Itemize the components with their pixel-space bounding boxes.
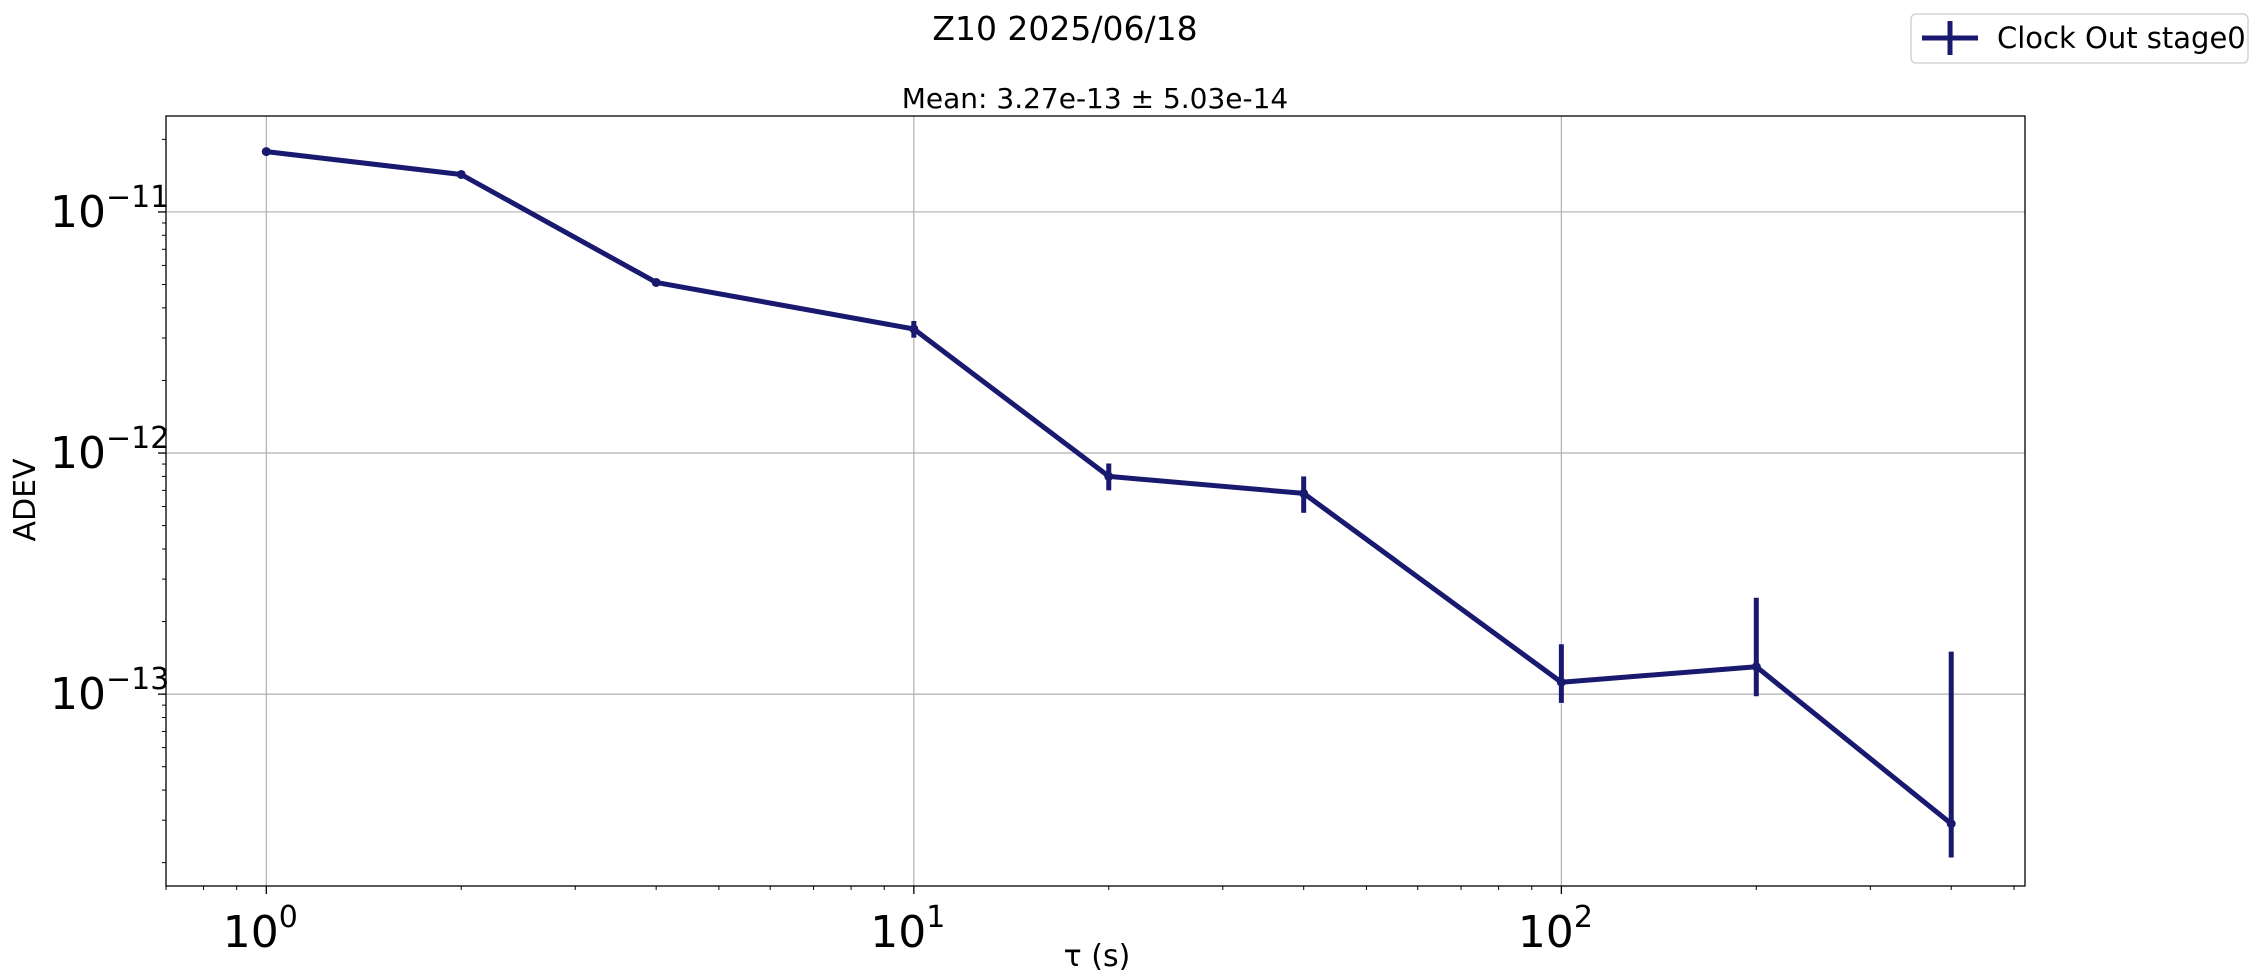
legend-label: Clock Out stage0: [1997, 21, 2246, 55]
legend-box: [1910, 13, 2249, 64]
x-tick-label: 101: [870, 900, 945, 958]
major-ticks: [158, 211, 1563, 894]
x-tick-label: 102: [1518, 900, 1593, 958]
y-axis-label: ADEV: [8, 458, 43, 542]
x-tick-label: 100: [223, 900, 298, 958]
legend-swatch: [1922, 21, 1978, 55]
grid-lines: [166, 116, 2025, 886]
data-point: [261, 147, 271, 157]
data-point: [651, 277, 661, 287]
chart-subtitle: Mean: 3.27e-13 ± 5.03e-14: [902, 82, 1289, 115]
y-tick-label: 10−11: [50, 180, 169, 238]
data-point: [909, 324, 919, 334]
chart-title: Z10 2025/06/18: [932, 9, 1197, 48]
x-axis-label: τ (s): [1064, 939, 1131, 974]
minor-ticks: [162, 138, 2015, 890]
data-point: [456, 169, 466, 179]
data-point: [1556, 677, 1566, 687]
tick-labels: 100 101 102 10−11 10−12 10−13: [50, 180, 1593, 958]
plot-area: [261, 147, 1956, 858]
data-point: [1751, 662, 1761, 672]
legend: Clock Out stage0: [1910, 13, 2249, 64]
plot-frame: [165, 115, 2026, 887]
data-point: [1299, 488, 1309, 498]
data-point: [1946, 819, 1956, 829]
data-point: [1104, 471, 1114, 481]
y-tick-label: 10−13: [50, 662, 169, 720]
y-tick-label: 10−12: [50, 421, 169, 479]
